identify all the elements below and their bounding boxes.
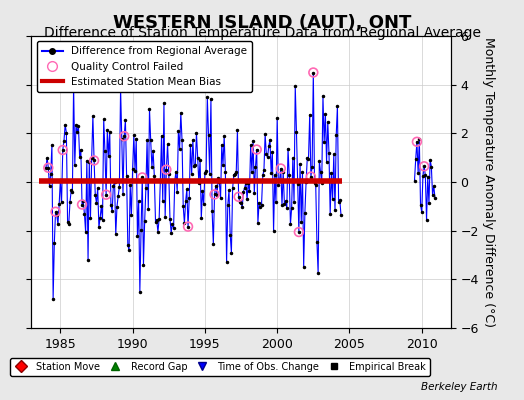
Legend: Station Move, Record Gap, Time of Obs. Change, Empirical Break: Station Move, Record Gap, Time of Obs. C… bbox=[10, 358, 430, 376]
Point bbox=[309, 69, 318, 76]
Point bbox=[138, 174, 146, 181]
Point bbox=[277, 165, 285, 172]
Point bbox=[44, 164, 52, 171]
Point bbox=[78, 201, 86, 208]
Point bbox=[294, 229, 303, 235]
Text: Difference of Station Temperature Data from Regional Average: Difference of Station Temperature Data f… bbox=[43, 26, 481, 40]
Point bbox=[102, 192, 111, 198]
Point bbox=[253, 146, 261, 153]
Point bbox=[184, 224, 192, 230]
Point bbox=[90, 157, 99, 164]
Point bbox=[120, 133, 128, 139]
Text: Berkeley Earth: Berkeley Earth bbox=[421, 382, 498, 392]
Point bbox=[162, 166, 170, 173]
Y-axis label: Monthly Temperature Anomaly Difference (°C): Monthly Temperature Anomaly Difference (… bbox=[483, 37, 495, 327]
Point bbox=[420, 163, 428, 170]
Text: WESTERN ISLAND (AUT), ONT: WESTERN ISLAND (AUT), ONT bbox=[113, 14, 411, 32]
Point bbox=[210, 191, 219, 198]
Point bbox=[51, 208, 60, 215]
Point bbox=[234, 194, 243, 200]
Point bbox=[307, 173, 315, 180]
Point bbox=[413, 138, 421, 145]
Point bbox=[59, 147, 67, 153]
